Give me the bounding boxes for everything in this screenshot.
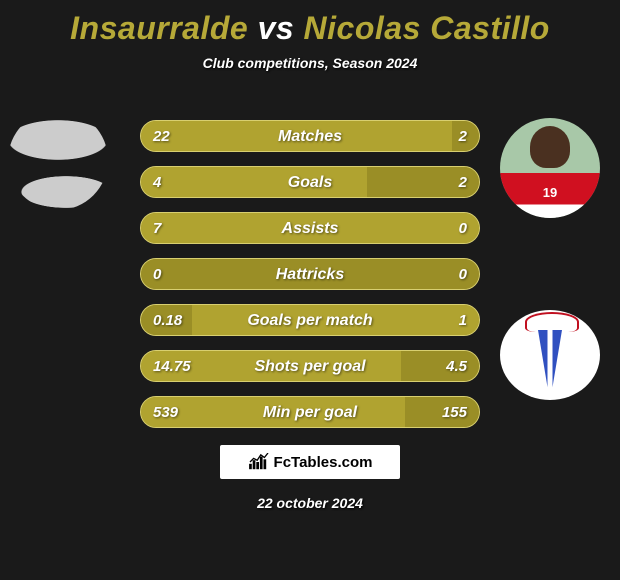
stat-row: 539155Min per goal bbox=[140, 396, 480, 428]
vs-label: vs bbox=[258, 10, 295, 46]
comparison-title: Insaurralde vs Nicolas Castillo bbox=[0, 0, 620, 47]
stat-row: 222Matches bbox=[140, 120, 480, 152]
player1-avatar bbox=[8, 110, 108, 210]
player2-name: Nicolas Castillo bbox=[304, 10, 550, 46]
stat-label: Matches bbox=[141, 121, 479, 152]
player1-name: Insaurralde bbox=[70, 10, 248, 46]
stat-label: Shots per goal bbox=[141, 351, 479, 382]
bar-chart-icon bbox=[248, 453, 270, 471]
stat-label: Hattricks bbox=[141, 259, 479, 290]
stat-label: Goals bbox=[141, 167, 479, 198]
stat-row: 42Goals bbox=[140, 166, 480, 198]
stat-label: Assists bbox=[141, 213, 479, 244]
brand-badge: FcTables.com bbox=[220, 445, 400, 479]
stat-label: Goals per match bbox=[141, 305, 479, 336]
date-label: 22 october 2024 bbox=[0, 495, 620, 511]
player2-club-badge bbox=[500, 310, 600, 400]
stat-row: 70Assists bbox=[140, 212, 480, 244]
player2-avatar bbox=[500, 118, 600, 218]
brand-text: FcTables.com bbox=[274, 454, 373, 471]
subtitle: Club competitions, Season 2024 bbox=[0, 55, 620, 71]
stat-label: Min per goal bbox=[141, 397, 479, 428]
stat-row: 00Hattricks bbox=[140, 258, 480, 290]
stats-table: 222Matches 42Goals 70Assists 00Hattricks 0.1… bbox=[140, 120, 480, 442]
stat-row: 14.754.5Shots per goal bbox=[140, 350, 480, 382]
stat-row: 0.181Goals per match bbox=[140, 304, 480, 336]
